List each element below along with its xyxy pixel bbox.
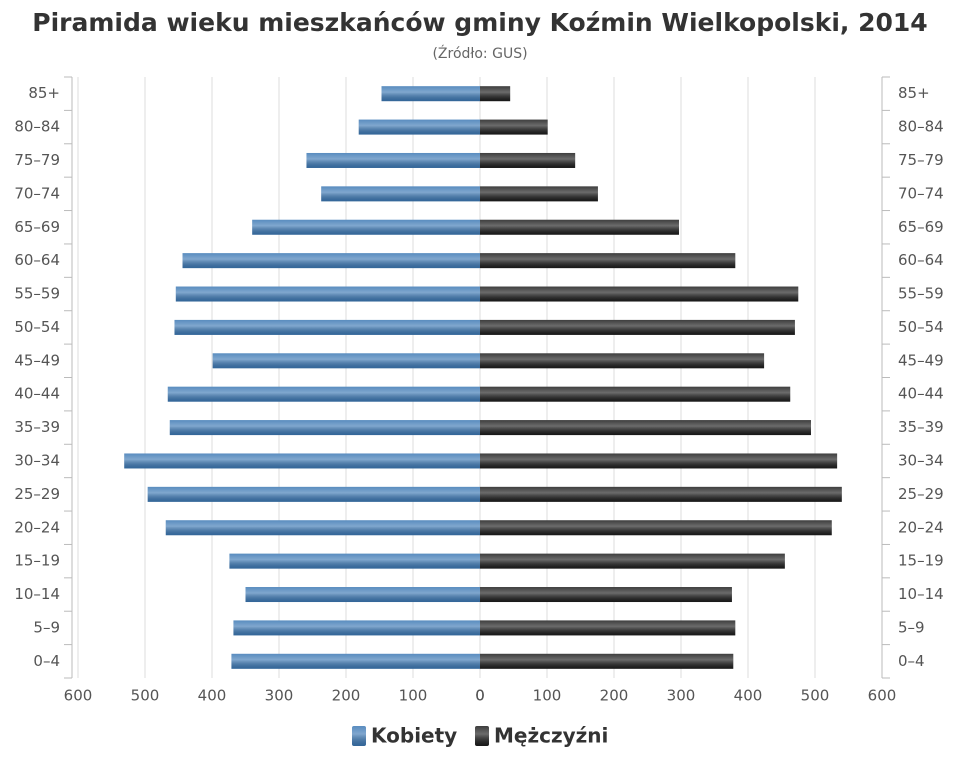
bar-shine xyxy=(306,152,480,168)
y-tick-label: 80–84 xyxy=(898,118,944,136)
y-tick-label: 10–14 xyxy=(14,585,60,603)
y-tick-label: 60–64 xyxy=(898,251,944,269)
chart-subtitle: (Źródło: GUS) xyxy=(432,44,527,62)
y-tick-label: 10–14 xyxy=(898,585,944,603)
bar-shine xyxy=(480,386,791,402)
legend-label: Kobiety xyxy=(371,724,457,748)
bar-shine xyxy=(480,587,732,603)
y-tick-label: 20–24 xyxy=(14,518,60,536)
bar-shine xyxy=(480,553,785,569)
x-tick-label: 500 xyxy=(801,687,830,705)
bar-shine xyxy=(167,386,480,402)
y-tick-label: 60–64 xyxy=(14,251,60,269)
x-tick-label: 600 xyxy=(64,687,93,705)
bar-shine xyxy=(480,219,679,235)
y-tick-label: 15–19 xyxy=(14,552,60,570)
y-tick-label: 75–79 xyxy=(14,151,60,169)
bar-shine xyxy=(147,486,480,502)
bar-shine xyxy=(231,653,480,669)
bar-shine xyxy=(358,119,480,135)
legend-swatch-shine xyxy=(475,726,489,746)
y-tick-label: 0–4 xyxy=(33,652,60,670)
bar-shine xyxy=(480,520,832,536)
y-tick-label: 35–39 xyxy=(898,418,944,436)
y-tick-label: 20–24 xyxy=(898,518,944,536)
y-tick-label: 40–44 xyxy=(14,385,60,403)
bar-shine xyxy=(480,86,511,102)
x-tick-label: 200 xyxy=(600,687,629,705)
y-tick-label: 5–9 xyxy=(33,618,60,636)
x-tick-label: 100 xyxy=(399,687,428,705)
y-tick-label: 75–79 xyxy=(898,151,944,169)
y-tick-label: 50–54 xyxy=(898,318,944,336)
y-tick-label: 40–44 xyxy=(898,385,944,403)
y-tick-label: 30–34 xyxy=(898,451,944,469)
x-tick-label: 300 xyxy=(667,687,696,705)
bar-shine xyxy=(480,353,765,369)
bar-shine xyxy=(174,319,481,335)
bar-shine xyxy=(480,653,734,669)
y-tick-label: 25–29 xyxy=(898,485,944,503)
bar-shine xyxy=(381,86,480,102)
bar-shine xyxy=(480,286,799,302)
y-tick-label: 25–29 xyxy=(14,485,60,503)
y-tick-label: 65–69 xyxy=(14,218,60,236)
bar-shine xyxy=(233,620,480,636)
bar-shine xyxy=(229,553,480,569)
bar-shine xyxy=(124,453,480,469)
x-tick-label: 400 xyxy=(198,687,227,705)
y-tick-label: 50–54 xyxy=(14,318,60,336)
x-tick-label: 400 xyxy=(734,687,763,705)
bar-shine xyxy=(480,119,548,135)
x-tick-label: 500 xyxy=(131,687,160,705)
y-tick-label: 65–69 xyxy=(898,218,944,236)
y-tick-label: 80–84 xyxy=(14,118,60,136)
bar-shine xyxy=(480,486,842,502)
bar-shine xyxy=(480,420,811,436)
bar-shine xyxy=(175,286,480,302)
bar-shine xyxy=(480,253,736,269)
legend-swatch-shine xyxy=(352,726,366,746)
y-tick-label: 85+ xyxy=(28,84,60,102)
x-tick-label: 300 xyxy=(265,687,294,705)
x-tick-label: 0 xyxy=(475,687,485,705)
bar-shine xyxy=(212,353,481,369)
bar-shine xyxy=(480,453,838,469)
y-tick-label: 5–9 xyxy=(898,618,925,636)
bar-shine xyxy=(321,186,480,202)
y-tick-label: 70–74 xyxy=(898,184,944,202)
bar-shine xyxy=(182,253,480,269)
y-tick-label: 0–4 xyxy=(898,652,925,670)
bar-shine xyxy=(480,319,795,335)
bar-shine xyxy=(480,186,598,202)
y-tick-label: 30–34 xyxy=(14,451,60,469)
y-tick-label: 55–59 xyxy=(898,285,944,303)
y-tick-label: 70–74 xyxy=(14,184,60,202)
bar-shine xyxy=(165,520,480,536)
bar-shine xyxy=(245,587,480,603)
y-tick-label: 85+ xyxy=(898,84,930,102)
bar-shine xyxy=(480,620,736,636)
bar-shine xyxy=(252,219,480,235)
bar-shine xyxy=(169,420,481,436)
y-tick-label: 15–19 xyxy=(898,552,944,570)
x-tick-label: 200 xyxy=(332,687,361,705)
bar-shine xyxy=(480,152,576,168)
x-tick-label: 600 xyxy=(868,687,897,705)
chart-title: Piramida wieku mieszkańców gminy Koźmin … xyxy=(32,8,927,37)
y-tick-label: 35–39 xyxy=(14,418,60,436)
x-tick-label: 0 xyxy=(475,687,485,705)
y-tick-label: 55–59 xyxy=(14,285,60,303)
y-tick-label: 45–49 xyxy=(14,351,60,369)
y-tick-label: 45–49 xyxy=(898,351,944,369)
x-tick-label: 100 xyxy=(533,687,562,705)
legend-label: Mężczyźni xyxy=(494,724,608,748)
